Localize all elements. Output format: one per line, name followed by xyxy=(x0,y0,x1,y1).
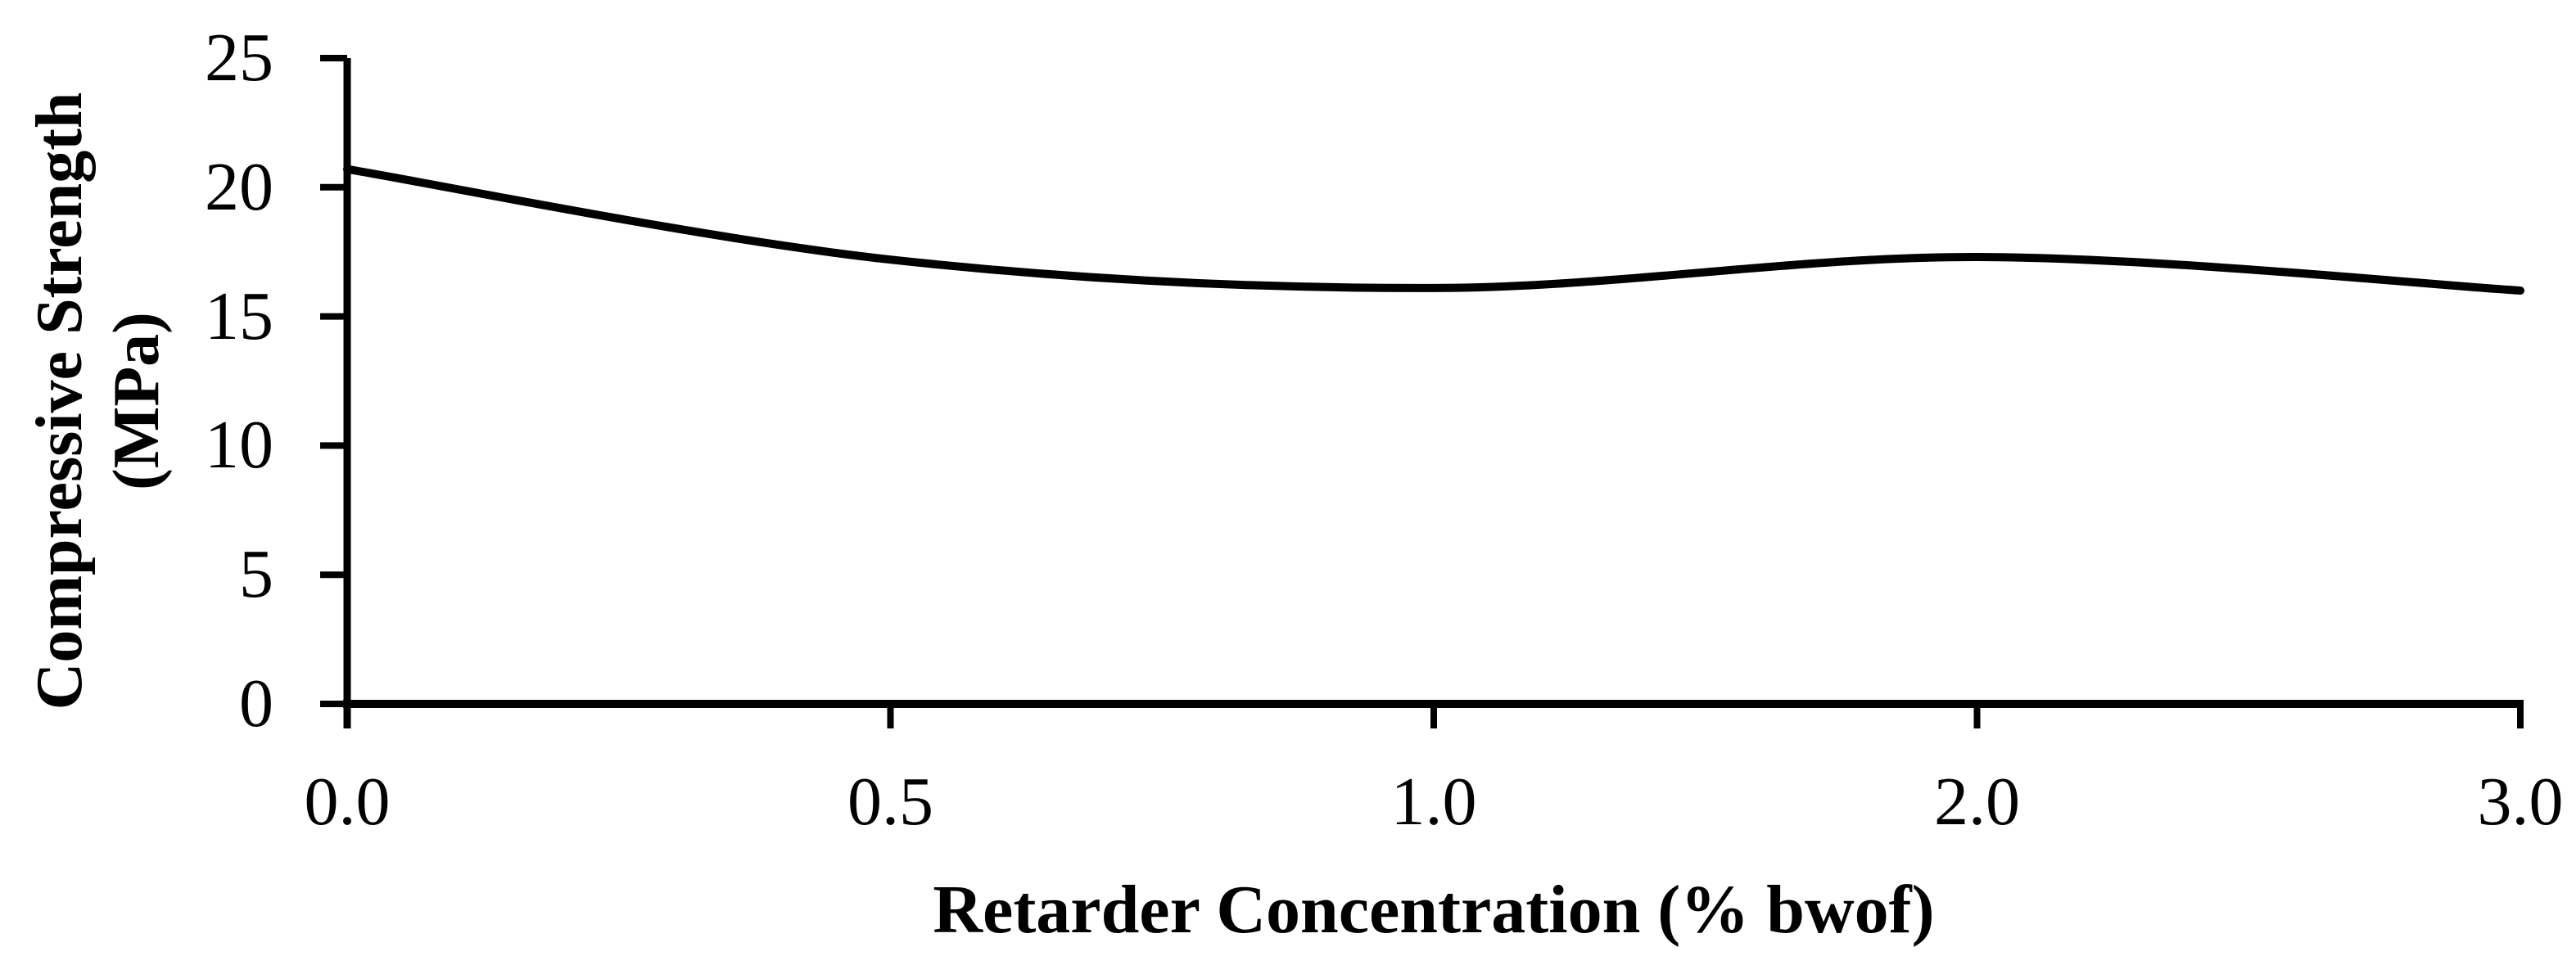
y-tick-label: 5 xyxy=(239,536,273,613)
y-tick-label: 0 xyxy=(239,665,273,742)
y-axis-title-line2: (MPa) xyxy=(101,312,173,490)
x-tick-label: 2.0 xyxy=(1934,764,2020,840)
series-line xyxy=(343,165,2524,295)
y-tick-label: 15 xyxy=(205,277,273,354)
y-tick-label: 20 xyxy=(205,148,273,225)
y-tick-label: 10 xyxy=(205,407,273,484)
x-tick-label: 0.0 xyxy=(304,764,391,840)
x-tick-label: 1.0 xyxy=(1390,764,1477,840)
x-axis-title: Retarder Concentration (% bwof) xyxy=(933,872,1935,948)
y-tick-label: 25 xyxy=(205,20,273,96)
x-tick-label: 3.0 xyxy=(2477,764,2564,840)
y-axis-title: Compressive Strength (MPa) xyxy=(21,0,175,810)
y-axis-title-line1: Compressive Strength xyxy=(24,92,96,710)
x-tick-label: 0.5 xyxy=(847,764,933,840)
